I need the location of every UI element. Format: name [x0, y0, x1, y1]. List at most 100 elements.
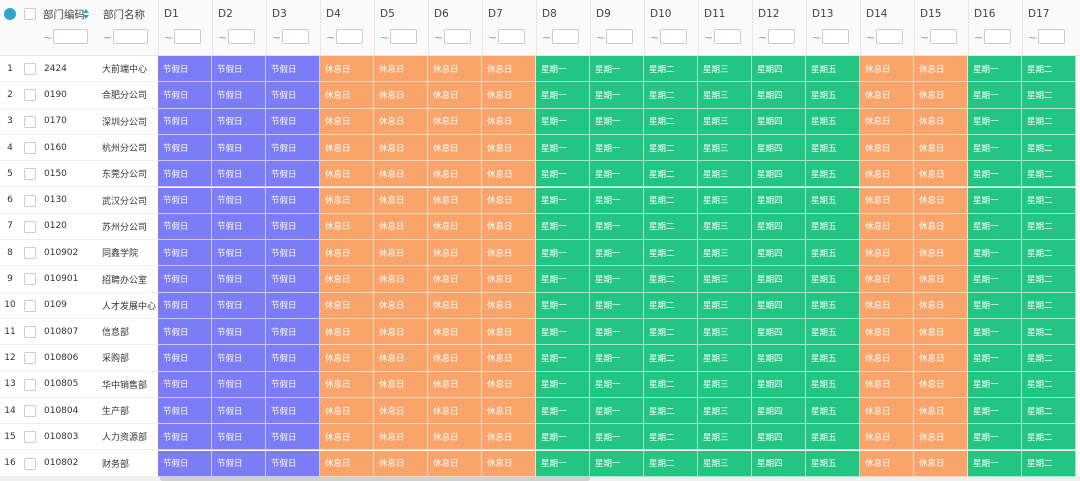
row-checkbox[interactable]	[24, 220, 36, 233]
day-cell: 节假日	[158, 213, 212, 241]
day-cell: 星期二	[644, 187, 698, 214]
sort-icon[interactable]	[83, 9, 89, 13]
day-cell: 节假日	[212, 345, 266, 372]
filter-input[interactable]	[444, 29, 471, 44]
select-all-checkbox[interactable]	[24, 8, 36, 20]
filter-input[interactable]	[984, 29, 1011, 44]
row-checkbox[interactable]	[24, 194, 36, 207]
day-cell: 星期三	[698, 82, 752, 109]
day-cell: 休息日	[428, 56, 482, 83]
day-cell: 休息日	[428, 397, 482, 425]
filter-input[interactable]	[1038, 29, 1065, 44]
day-cell: 节假日	[266, 371, 320, 398]
filter-input[interactable]	[660, 29, 687, 44]
day-cell: 休息日	[860, 397, 914, 425]
day-cell: 星期一	[536, 345, 590, 372]
row-check-cell	[20, 82, 38, 109]
filter-sep: ~	[380, 30, 390, 44]
row-check-cell	[20, 424, 38, 451]
row-no: 13	[0, 372, 20, 398]
day-cell: 休息日	[914, 450, 968, 477]
filter-input[interactable]	[336, 29, 363, 44]
day-cell: 节假日	[212, 134, 266, 162]
day-cell: 休息日	[320, 345, 374, 372]
dept-name: 人力资源部	[98, 424, 158, 451]
filter-input[interactable]	[498, 29, 525, 44]
dept-name: 东莞分公司	[98, 161, 158, 188]
day-cell: 休息日	[860, 108, 914, 135]
filter-sep: ~	[704, 30, 714, 44]
row-checkbox[interactable]	[24, 431, 36, 444]
row-checkbox[interactable]	[24, 63, 36, 75]
day-cell: 节假日	[158, 266, 212, 293]
sort-icon[interactable]	[83, 15, 89, 19]
filter-input[interactable]	[113, 29, 148, 44]
filter-sep: ~	[103, 30, 113, 44]
column-header: D3	[272, 8, 287, 20]
day-cell: 星期二	[1022, 424, 1076, 451]
day-cell: 星期二	[1022, 82, 1076, 109]
filter-input[interactable]	[768, 29, 795, 44]
day-cell: 休息日	[428, 213, 482, 241]
scrollbar-thumb[interactable]	[160, 476, 590, 481]
row-checkbox[interactable]	[24, 326, 36, 338]
day-cell: 星期四	[752, 108, 806, 135]
column-header: D12	[758, 8, 780, 20]
day-cell: 休息日	[320, 56, 374, 83]
day-cell: 节假日	[158, 187, 212, 214]
row-checkbox[interactable]	[24, 404, 36, 417]
day-cell: 星期一	[536, 56, 590, 83]
row-checkbox[interactable]	[24, 247, 36, 260]
row-checkbox[interactable]	[24, 378, 36, 391]
row-no: 3	[0, 109, 20, 135]
row-check-cell	[20, 214, 38, 241]
dept-code: 0150	[38, 161, 98, 188]
row-checkbox[interactable]	[24, 299, 36, 312]
day-cell: 休息日	[428, 82, 482, 109]
filter-sep: ~	[164, 30, 174, 44]
day-cell: 休息日	[914, 397, 968, 425]
day-cell: 星期二	[644, 134, 698, 162]
row-checkbox[interactable]	[24, 352, 36, 365]
row-no: 14	[0, 398, 20, 425]
filter-input[interactable]	[174, 29, 201, 44]
filter-input[interactable]	[876, 29, 903, 44]
day-cell: 节假日	[212, 450, 266, 477]
day-cell: 节假日	[212, 56, 266, 83]
row-checkbox[interactable]	[24, 168, 36, 181]
day-cell: 节假日	[158, 108, 212, 135]
day-cell: 休息日	[428, 450, 482, 477]
filter-input[interactable]	[930, 29, 957, 44]
row-checkbox[interactable]	[24, 457, 36, 470]
filter-input[interactable]	[606, 29, 633, 44]
dept-name: 招聘办公室	[98, 266, 158, 293]
day-cell: 星期一	[536, 424, 590, 451]
day-cell: 星期一	[536, 292, 590, 319]
row-checkbox[interactable]	[24, 115, 36, 128]
dept-code: 010805	[38, 372, 98, 398]
row-checkbox[interactable]	[24, 141, 36, 154]
day-cell: 星期二	[644, 371, 698, 398]
day-cell: 星期一	[536, 82, 590, 109]
filter-input[interactable]	[822, 29, 849, 44]
filter-input[interactable]	[552, 29, 579, 44]
row-checkbox[interactable]	[24, 89, 36, 102]
filter-input[interactable]	[282, 29, 309, 44]
filter-input[interactable]	[390, 29, 417, 44]
filter-input[interactable]	[714, 29, 741, 44]
day-cell: 休息日	[320, 108, 374, 135]
day-cell: 星期一	[968, 187, 1022, 214]
row-no: 9	[0, 266, 20, 293]
day-cell: 星期四	[752, 240, 806, 267]
day-cell: 星期一	[968, 108, 1022, 135]
collapse-icon[interactable]	[4, 8, 16, 20]
day-cell: 休息日	[914, 56, 968, 83]
dept-name: 信息部	[98, 319, 158, 346]
row-no: 2	[0, 82, 20, 109]
dept-name: 杭州分公司	[98, 135, 158, 162]
filter-input[interactable]	[53, 29, 88, 44]
day-cell: 休息日	[320, 213, 374, 241]
filter-input[interactable]	[228, 29, 255, 44]
day-cell: 休息日	[914, 108, 968, 135]
row-checkbox[interactable]	[24, 273, 36, 286]
